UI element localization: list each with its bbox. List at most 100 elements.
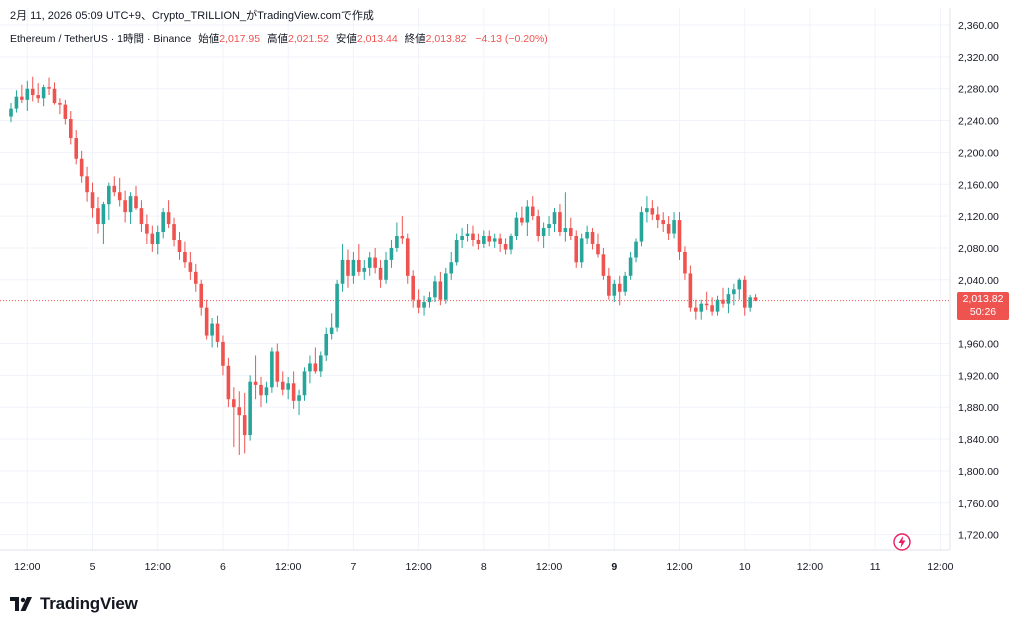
candle[interactable] — [748, 294, 752, 312]
candle[interactable] — [346, 249, 350, 288]
candle[interactable] — [41, 84, 46, 107]
candle[interactable] — [134, 185, 138, 210]
candle[interactable] — [416, 289, 421, 314]
candle[interactable] — [449, 251, 454, 280]
candle[interactable] — [367, 251, 372, 276]
symbol-name[interactable]: Ethereum / TetherUS · 1時間 · Binance — [10, 33, 192, 45]
candle[interactable] — [373, 247, 377, 274]
candle[interactable] — [172, 217, 176, 247]
candle[interactable] — [563, 192, 568, 242]
candle[interactable] — [672, 212, 676, 239]
candle[interactable] — [645, 196, 649, 223]
candle[interactable] — [280, 371, 285, 396]
candle[interactable] — [117, 177, 122, 207]
candle[interactable] — [128, 192, 133, 225]
candle[interactable] — [161, 208, 165, 239]
candle[interactable] — [351, 251, 356, 284]
time-axis[interactable]: 12:00 5 12:00 6 12:00 7 12:00 8 12:00 9 12:00 10 12:… — [14, 561, 954, 573]
candle[interactable] — [188, 251, 193, 280]
candle[interactable] — [112, 176, 117, 197]
candle[interactable] — [90, 182, 95, 218]
candle[interactable] — [237, 391, 242, 455]
candle[interactable] — [297, 389, 301, 416]
candle[interactable] — [623, 271, 627, 296]
candle[interactable] — [193, 263, 198, 292]
candle[interactable] — [422, 295, 426, 316]
candle[interactable] — [541, 222, 546, 248]
lightning-icon[interactable] — [893, 533, 911, 556]
candle[interactable] — [139, 200, 144, 233]
candle[interactable] — [215, 315, 220, 348]
candle[interactable] — [753, 294, 758, 302]
candle[interactable] — [318, 351, 323, 377]
candle[interactable] — [639, 206, 644, 247]
candle[interactable] — [324, 327, 329, 362]
candle[interactable] — [9, 103, 13, 123]
candle[interactable] — [558, 204, 562, 237]
candle[interactable] — [715, 295, 720, 316]
candle[interactable] — [427, 291, 432, 308]
candle[interactable] — [498, 233, 502, 252]
candle[interactable] — [465, 224, 470, 242]
candle[interactable] — [433, 275, 437, 303]
candle[interactable] — [395, 222, 399, 252]
candle[interactable] — [552, 208, 557, 233]
candle[interactable] — [514, 212, 519, 240]
candle[interactable] — [617, 275, 622, 306]
candle[interactable] — [232, 387, 236, 448]
candle[interactable] — [579, 233, 584, 268]
candle[interactable] — [530, 196, 535, 221]
candle[interactable] — [492, 233, 497, 248]
candle[interactable] — [666, 216, 671, 240]
candle[interactable] — [650, 200, 655, 221]
candle[interactable] — [36, 83, 40, 104]
candle[interactable] — [329, 313, 334, 340]
candle[interactable] — [221, 335, 225, 376]
candle[interactable] — [547, 216, 551, 237]
candle[interactable] — [123, 190, 127, 223]
candle[interactable] — [270, 347, 274, 393]
candle[interactable] — [226, 357, 231, 408]
candle[interactable] — [596, 233, 600, 258]
candle[interactable] — [688, 265, 693, 312]
candle[interactable] — [405, 233, 410, 284]
candle[interactable] — [487, 230, 492, 247]
candle[interactable] — [177, 232, 182, 260]
candle[interactable] — [482, 230, 486, 248]
candle[interactable] — [411, 270, 415, 308]
candle[interactable] — [721, 287, 725, 308]
candle[interactable] — [694, 299, 698, 320]
candle[interactable] — [242, 392, 247, 454]
candle[interactable] — [248, 375, 252, 441]
candle[interactable] — [378, 259, 383, 288]
brand[interactable]: TradingView — [10, 594, 138, 614]
candle[interactable] — [204, 299, 209, 340]
candle[interactable] — [737, 278, 742, 300]
candle[interactable] — [335, 279, 339, 332]
candle[interactable] — [655, 206, 660, 229]
candle[interactable] — [509, 233, 513, 255]
candle[interactable] — [74, 130, 79, 165]
candle[interactable] — [210, 318, 214, 348]
candle[interactable] — [308, 355, 312, 384]
candle[interactable] — [166, 200, 171, 229]
candle[interactable] — [107, 182, 111, 221]
candle[interactable] — [275, 343, 280, 388]
candle[interactable] — [677, 212, 682, 260]
candle[interactable] — [68, 110, 73, 145]
candle[interactable] — [607, 267, 611, 300]
candle[interactable] — [313, 347, 318, 374]
candle[interactable] — [536, 209, 540, 242]
candle[interactable] — [291, 371, 296, 409]
candle[interactable] — [85, 166, 89, 202]
price-axis[interactable]: 2,360.00 2,320.00 2,280.00 2,240.00 2,200.00… — [958, 20, 999, 542]
candle[interactable] — [14, 90, 19, 113]
candle[interactable] — [574, 230, 579, 268]
candle[interactable] — [357, 243, 361, 276]
candle[interactable] — [63, 99, 68, 125]
candle[interactable] — [634, 238, 638, 263]
candle[interactable] — [52, 82, 57, 105]
candle[interactable] — [699, 299, 704, 320]
candle[interactable] — [199, 279, 204, 316]
